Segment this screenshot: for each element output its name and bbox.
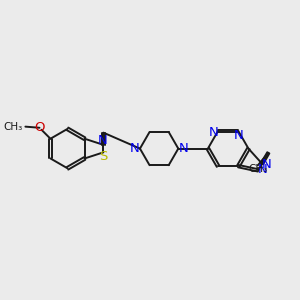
Text: N: N (258, 163, 268, 176)
Text: CH₃: CH₃ (3, 122, 22, 132)
Text: N: N (130, 142, 140, 155)
Text: N: N (98, 134, 107, 146)
Text: N: N (262, 158, 272, 171)
Text: CH₃: CH₃ (248, 164, 267, 174)
Text: N: N (234, 129, 244, 142)
Text: O: O (34, 121, 45, 134)
Text: S: S (99, 150, 108, 164)
Text: N: N (178, 142, 188, 155)
Text: N: N (209, 126, 219, 139)
